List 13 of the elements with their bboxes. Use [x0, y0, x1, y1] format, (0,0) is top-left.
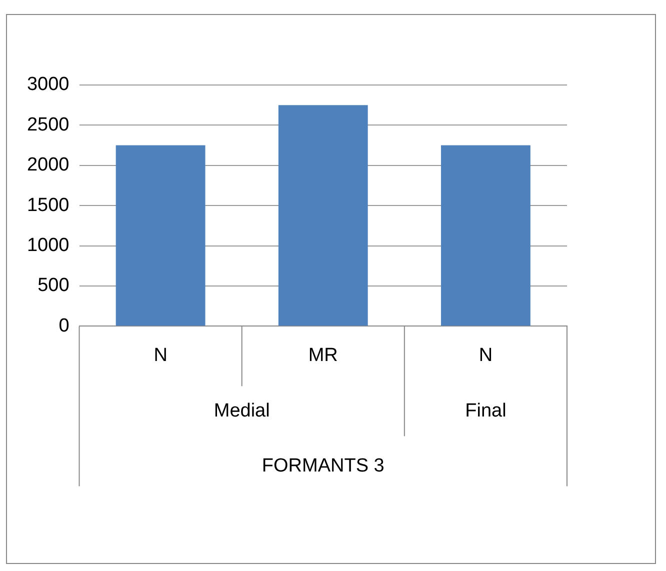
y-tick-label: 2000: [26, 154, 70, 176]
y-tick-label: 3000: [26, 74, 70, 96]
y-tick-label: 1000: [26, 235, 70, 256]
text: Final: [465, 400, 506, 422]
x-axis-title: FORMANTS 3: [262, 455, 384, 476]
text: Medial: [214, 400, 270, 422]
y-tick-label: 2500: [26, 114, 70, 136]
y-tick-label: 0: [58, 315, 70, 336]
x-tick-label: MR: [308, 344, 338, 366]
y-tick-label: 500: [38, 275, 70, 296]
x-tick-label: N: [154, 344, 168, 366]
x-tick-label: N: [478, 344, 493, 366]
y-tick-label: 1500: [26, 194, 70, 216]
